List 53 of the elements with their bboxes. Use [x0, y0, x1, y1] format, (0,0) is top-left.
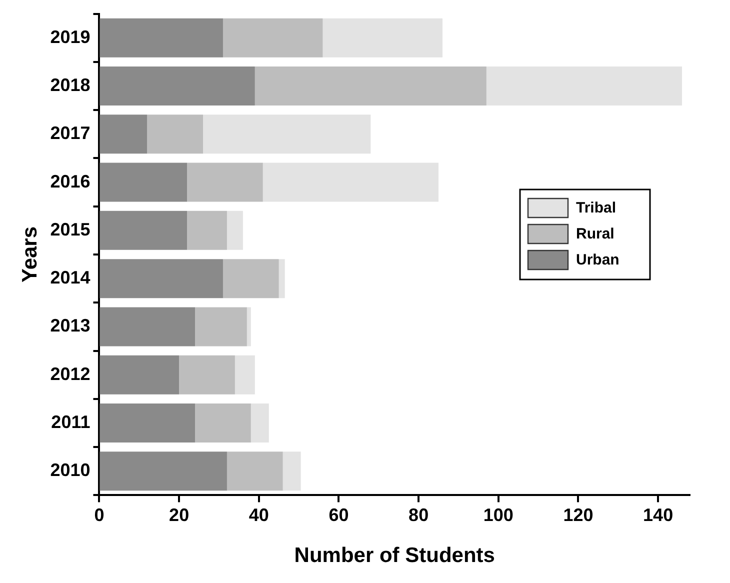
bar — [100, 452, 227, 491]
legend-label: Tribal — [576, 200, 616, 217]
bar — [187, 162, 263, 202]
bar — [100, 18, 223, 58]
bar — [100, 210, 188, 250]
x-axis-title: Number of Students — [294, 544, 495, 568]
bar — [278, 259, 285, 298]
bar — [147, 114, 204, 154]
x-tick-label: 80 — [408, 504, 429, 525]
x-tick-label: 100 — [483, 504, 514, 525]
bar — [234, 355, 255, 394]
bar — [203, 114, 371, 154]
bar — [254, 66, 486, 106]
bar — [100, 66, 255, 106]
y-tick-label: 2016 — [50, 171, 90, 192]
x-tick-label: 40 — [248, 504, 269, 525]
y-tick-label: 2019 — [50, 26, 90, 47]
bar — [282, 452, 301, 491]
legend-label: Urban — [576, 252, 620, 269]
bar — [486, 66, 682, 106]
bar — [100, 355, 180, 394]
bar — [262, 162, 439, 202]
bar — [226, 452, 283, 491]
y-tick-label: 2011 — [51, 412, 90, 432]
x-tick-label: 60 — [328, 504, 349, 525]
bar — [246, 307, 251, 346]
bar — [100, 114, 148, 154]
bar — [187, 210, 227, 250]
y-tick-label: 2013 — [50, 316, 90, 336]
bar — [100, 307, 196, 346]
bar — [195, 403, 251, 442]
x-tick-label: 140 — [643, 504, 674, 525]
y-tick-label: 2012 — [50, 364, 90, 384]
x-tick-label: 20 — [169, 504, 190, 525]
bar — [100, 403, 196, 442]
bar — [179, 355, 235, 394]
bar — [100, 162, 188, 202]
bar — [250, 403, 269, 442]
x-tick-label: 120 — [563, 504, 594, 525]
bar — [195, 307, 247, 346]
x-tick-label: 0 — [94, 504, 104, 525]
y-axis-title: Years — [18, 226, 42, 283]
legend-label: Rural — [576, 226, 614, 243]
bar — [322, 18, 443, 58]
bar — [222, 18, 323, 58]
y-tick-label: 2015 — [50, 219, 90, 240]
bar — [226, 210, 243, 250]
y-tick-label: 2018 — [50, 74, 90, 95]
y-tick-label: 2017 — [50, 123, 90, 144]
y-tick-label: 2010 — [50, 460, 90, 480]
y-tick-label: 2014 — [50, 268, 90, 288]
bar — [222, 259, 279, 298]
bar — [100, 259, 223, 298]
